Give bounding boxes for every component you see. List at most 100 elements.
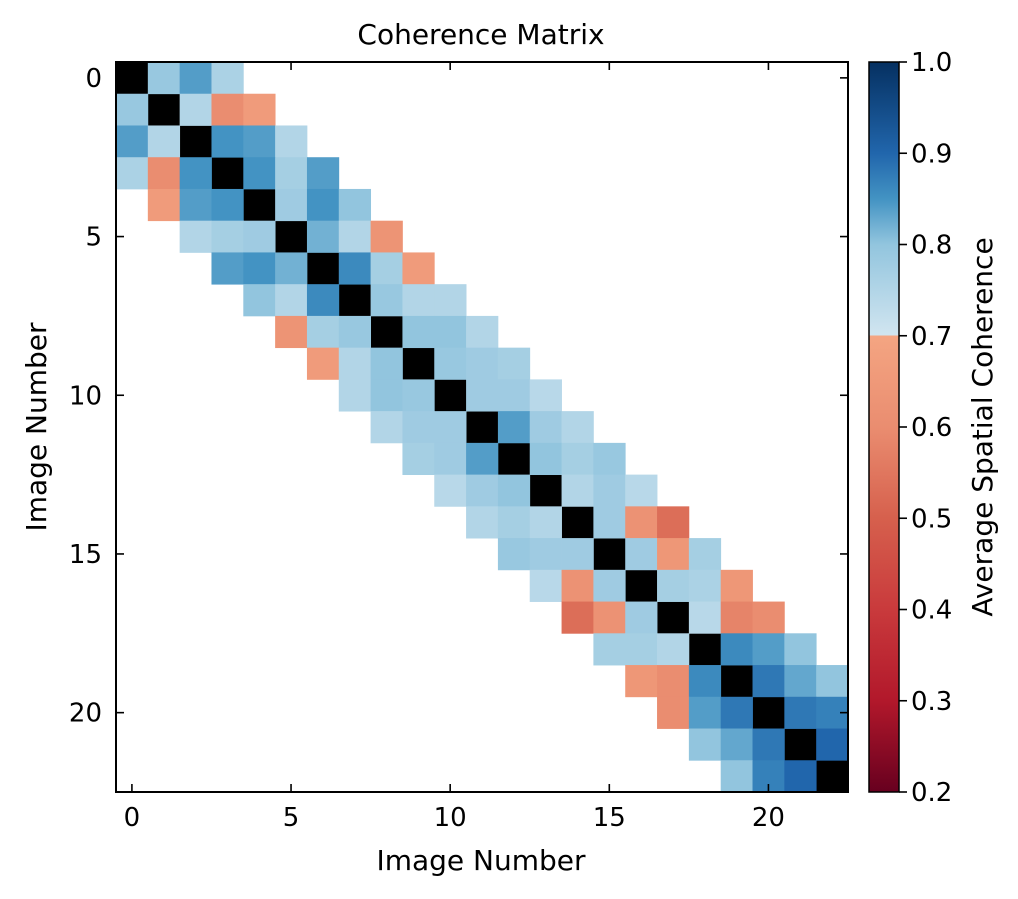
heatmap-cell <box>275 188 308 222</box>
heatmap-cell <box>720 633 753 666</box>
heatmap-cell <box>497 506 531 539</box>
heatmap-cell <box>370 411 403 444</box>
diagonal-cell <box>593 538 626 571</box>
heatmap-cell <box>402 379 435 412</box>
diagonal-cell <box>370 315 403 349</box>
heatmap-cell <box>243 125 276 158</box>
diagonal-cell <box>211 157 244 190</box>
heatmap-cell <box>688 728 722 761</box>
colorbar-tick-label: 1.0 <box>911 48 952 78</box>
heatmap-cell <box>179 220 212 253</box>
heatmap-cell <box>434 347 467 380</box>
heatmap-cell <box>688 601 722 634</box>
heatmap-cell <box>784 760 817 793</box>
heatmap-cell <box>657 633 690 666</box>
diagonal-cell <box>688 633 722 666</box>
x-tick-label: 0 <box>124 803 141 833</box>
heatmap-cell <box>434 315 467 349</box>
heatmap-cell <box>147 188 181 222</box>
y-tick-label: 0 <box>85 64 102 94</box>
heatmap-cell <box>306 284 340 317</box>
heatmap-cell <box>625 538 658 571</box>
heatmap-cell <box>625 633 658 666</box>
heatmap-cell <box>211 93 244 126</box>
heatmap-cell <box>338 252 372 285</box>
colorbar-tick-label: 0.6 <box>911 413 952 443</box>
y-tick-label: 5 <box>85 223 102 253</box>
diagonal-cell <box>625 569 658 602</box>
heatmap-cell <box>466 474 499 507</box>
heatmap-cell <box>147 157 181 190</box>
heatmap-cell <box>816 728 849 761</box>
heatmap-cells <box>116 62 849 793</box>
colorbar-tick-label: 0.7 <box>911 322 952 352</box>
heatmap-cell <box>593 569 626 602</box>
heatmap-cell <box>275 252 308 285</box>
heatmap-cell <box>434 284 467 317</box>
heatmap-cell <box>657 538 690 571</box>
diagonal-cell <box>816 760 849 793</box>
heatmap-cell <box>243 93 276 126</box>
heatmap-cell <box>338 347 372 380</box>
colorbar-tick-label: 0.2 <box>911 778 952 808</box>
heatmap-cell <box>402 315 435 349</box>
diagonal-cell <box>179 125 212 158</box>
heatmap-cell <box>752 633 785 666</box>
diagonal-cell <box>466 411 499 444</box>
heatmap-cell <box>306 347 340 380</box>
heatmap-cell <box>593 442 626 476</box>
diagonal-cell <box>147 93 181 126</box>
colorbar <box>868 61 900 793</box>
heatmap-cell <box>306 188 340 222</box>
heatmap-cell <box>211 220 244 253</box>
diagonal-cell <box>243 188 276 222</box>
heatmap-cell <box>116 125 149 158</box>
heatmap-cell <box>529 442 562 476</box>
heatmap-cell <box>657 569 690 602</box>
heatmap-cell <box>561 538 594 571</box>
heatmap-cell <box>338 315 372 349</box>
x-tick-label: 20 <box>752 803 785 833</box>
heatmap-cell <box>688 665 722 698</box>
heatmap-cell <box>593 506 626 539</box>
heatmap-cell <box>497 474 531 507</box>
heatmap-cell <box>402 442 435 476</box>
heatmap-cell <box>243 157 276 190</box>
diagonal-cell <box>275 220 308 253</box>
colorbar-tick-label: 0.5 <box>911 504 952 534</box>
heatmap-cell <box>402 284 435 317</box>
heatmap-cell <box>211 252 244 285</box>
heatmap-cell <box>657 665 690 698</box>
heatmap-cell <box>720 696 753 729</box>
colorbar-tick-label: 0.3 <box>911 687 952 717</box>
colorbar-tick-label: 0.8 <box>911 231 952 261</box>
heatmap-cell <box>561 411 594 444</box>
heatmap-cell <box>657 506 690 539</box>
heatmap-cell <box>370 284 403 317</box>
heatmap-cell <box>752 601 785 634</box>
heatmap-cell <box>593 601 626 634</box>
heatmap-cell <box>338 188 372 222</box>
colorbar-tick-label: 0.4 <box>911 596 952 626</box>
x-tick-label: 5 <box>283 803 300 833</box>
x-tick-label: 10 <box>434 803 467 833</box>
heatmap-cell <box>720 728 753 761</box>
heatmap-cell <box>179 93 212 126</box>
heatmap-cell <box>720 601 753 634</box>
heatmap-cell <box>529 538 562 571</box>
heatmap-cell <box>370 220 403 253</box>
heatmap-cell <box>720 760 753 793</box>
heatmap-cell <box>720 569 753 602</box>
heatmap-cell <box>338 379 372 412</box>
heatmap-cell <box>275 157 308 190</box>
heatmap-cell <box>529 411 562 444</box>
heatmap-cell <box>179 157 212 190</box>
y-tick-label: 15 <box>69 540 102 570</box>
heatmap-cell <box>275 315 308 349</box>
heatmap-cell <box>147 62 181 95</box>
heatmap-cell <box>179 188 212 222</box>
heatmap-cell <box>688 696 722 729</box>
heatmap-cell <box>497 411 531 444</box>
heatmap-cell <box>116 93 149 126</box>
